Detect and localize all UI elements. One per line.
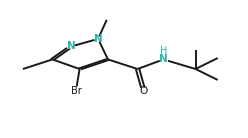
Text: N: N (94, 34, 102, 44)
Text: Br: Br (70, 86, 81, 96)
Text: N: N (159, 54, 168, 64)
Text: H: H (160, 46, 167, 56)
Text: O: O (140, 86, 148, 96)
Text: N: N (67, 41, 75, 51)
